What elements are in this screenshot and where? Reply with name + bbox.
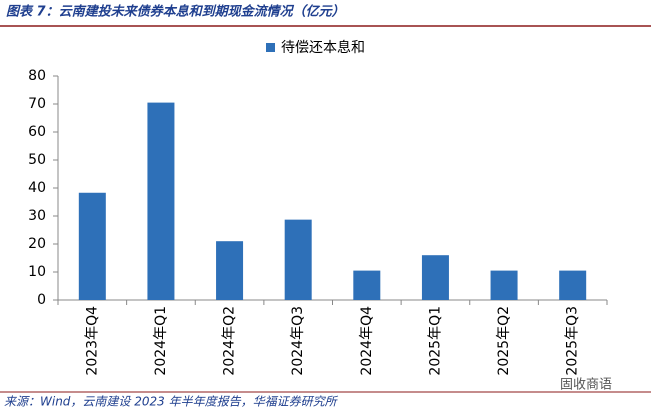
x-tick-label: 2024年Q3 — [290, 306, 306, 376]
legend-label: 待偿还本息和 — [281, 39, 365, 56]
bar — [284, 219, 312, 300]
x-tick-label: 2025年Q2 — [496, 306, 512, 376]
x-tick-label: 2024年Q1 — [153, 306, 169, 376]
watermark: 固收商语 — [560, 378, 612, 393]
bar — [353, 270, 381, 300]
bar — [216, 241, 244, 300]
x-tick-label: 2023年Q4 — [84, 306, 100, 376]
bar — [78, 192, 106, 300]
bar — [421, 255, 449, 300]
y-tick-label: 70 — [28, 96, 46, 112]
bar — [147, 102, 175, 300]
y-tick-label: 20 — [28, 236, 46, 252]
legend-swatch — [266, 43, 275, 52]
chart-title: 图表 7：云南建投未来债券本息和到期现金流情况（亿元） — [6, 4, 345, 20]
y-tick-label: 30 — [28, 208, 46, 224]
x-tick-label: 2024年Q2 — [222, 306, 238, 376]
y-tick-label: 60 — [28, 124, 46, 140]
source: 来源：Wind，云南建设 2023 年半年度报告，华福证券研究所 — [4, 395, 339, 409]
y-tick-label: 40 — [28, 180, 46, 196]
bar — [559, 270, 587, 300]
y-tick-label: 50 — [28, 152, 46, 168]
y-tick-label: 0 — [37, 292, 46, 308]
y-tick-label: 10 — [28, 264, 46, 280]
x-tick-label: 2024年Q4 — [359, 306, 375, 376]
bar — [490, 270, 518, 300]
x-tick-label: 2025年Q1 — [427, 306, 443, 376]
y-tick-label: 80 — [28, 68, 46, 84]
x-tick-label: 2025年Q3 — [565, 306, 581, 376]
